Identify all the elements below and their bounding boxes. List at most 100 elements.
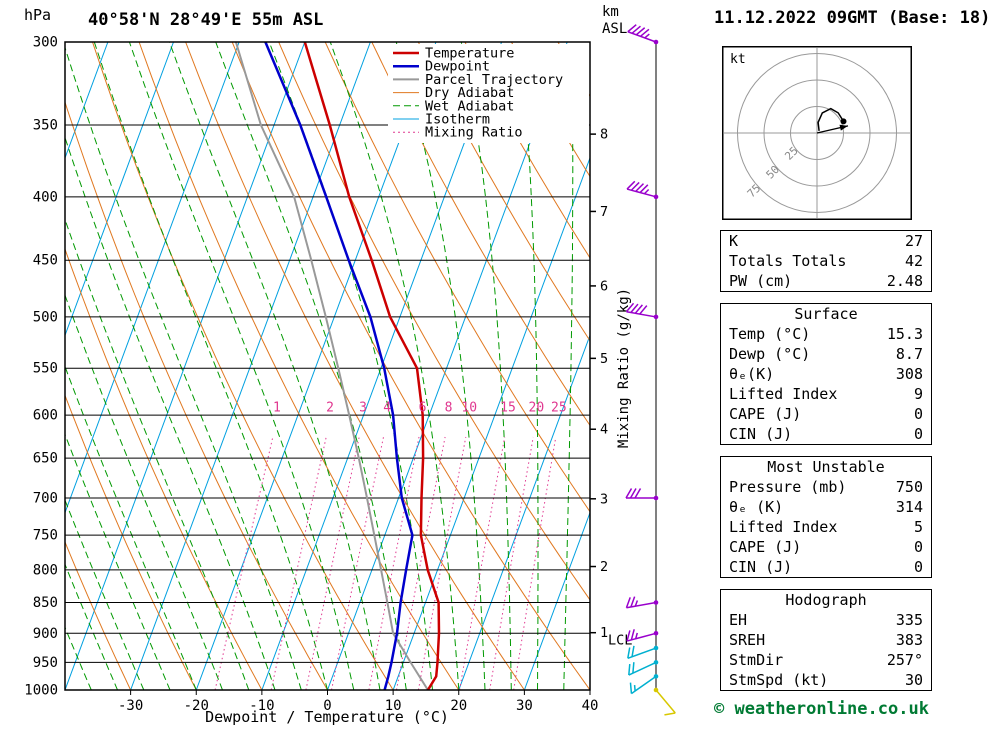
svg-text:Dry Adiabat: Dry Adiabat — [425, 85, 514, 101]
svg-text:-10: -10 — [249, 698, 274, 714]
indices-section: Surface Temp (°C) 15.3 Dewp (°C) 8.7 θₑ(K) 308… — [720, 303, 932, 445]
svg-text:900: 900 — [33, 626, 58, 642]
svg-text:3: 3 — [600, 491, 608, 507]
indices-section: Hodograph EH 335 SREH 383 StmDir 257° StmSpd (k… — [720, 589, 932, 691]
row-label: CAPE (J) — [729, 405, 802, 423]
svg-text:300: 300 — [33, 35, 58, 51]
table-row: CIN (J) 0 — [721, 424, 931, 444]
row-label: Lifted Index — [729, 385, 838, 403]
row-value: 314 — [895, 498, 923, 516]
row-value: 15.3 — [886, 325, 923, 343]
svg-text:2: 2 — [326, 401, 334, 416]
row-value: 42 — [904, 252, 923, 270]
row-value: 0 — [913, 405, 923, 423]
row-label: StmSpd (kt) — [729, 671, 829, 689]
section-title: Surface — [794, 305, 858, 323]
indices-tables: K 27 Totals Totals 42 PW (cm) 2.48 Surface Temp… — [720, 230, 932, 702]
section-title: Hodograph — [785, 591, 867, 609]
svg-text:LCL: LCL — [608, 632, 632, 648]
svg-text:8: 8 — [600, 127, 608, 143]
row-label: Temp (°C) — [729, 325, 811, 343]
row-label: CIN (J) — [729, 425, 793, 443]
svg-text:350: 350 — [33, 117, 58, 133]
svg-text:950: 950 — [33, 655, 58, 671]
svg-text:kt: kt — [730, 52, 746, 67]
svg-text:25: 25 — [551, 401, 567, 416]
row-label: Dewp (°C) — [729, 345, 811, 363]
svg-text:400: 400 — [33, 189, 58, 205]
row-label: StmDir — [729, 651, 784, 669]
svg-text:850: 850 — [33, 595, 58, 611]
table-row: Lifted Index 9 — [721, 384, 931, 404]
row-label: EH — [729, 611, 748, 629]
row-value: 335 — [895, 611, 923, 629]
table-row: θₑ(K) 308 — [721, 364, 931, 384]
svg-text:40°58'N 28°49'E 55m ASL: 40°58'N 28°49'E 55m ASL — [88, 10, 323, 30]
row-value: 257° — [886, 651, 923, 669]
table-row: SREH 383 — [721, 630, 931, 650]
svg-text:0: 0 — [323, 698, 331, 714]
row-label: PW (cm) — [729, 272, 793, 290]
svg-text:700: 700 — [33, 491, 58, 507]
row-value: 9 — [913, 385, 923, 403]
svg-text:450: 450 — [33, 253, 58, 269]
row-value: 2.48 — [886, 272, 923, 290]
row-label: θₑ(K) — [729, 365, 775, 383]
svg-text:Mixing Ratio: Mixing Ratio — [425, 125, 523, 141]
datetime-title: 11.12.2022 09GMT (Base: 18) — [714, 8, 991, 28]
svg-text:1000: 1000 — [24, 683, 58, 699]
table-row: Totals Totals 42 — [721, 251, 931, 271]
table-row: θₑ (K) 314 — [721, 497, 931, 517]
table-row: Temp (°C) 15.3 — [721, 324, 931, 344]
row-value: 0 — [913, 538, 923, 556]
svg-text:6: 6 — [600, 278, 608, 294]
indices-section: Most Unstable Pressure (mb) 750 θₑ (K) 314 Li… — [720, 456, 932, 578]
row-value: 750 — [895, 478, 923, 496]
svg-text:km: km — [602, 4, 619, 20]
svg-text:550: 550 — [33, 361, 58, 377]
table-row: Dewp (°C) 8.7 — [721, 344, 931, 364]
svg-text:Isotherm: Isotherm — [425, 112, 490, 128]
svg-text:650: 650 — [33, 451, 58, 467]
row-label: CAPE (J) — [729, 538, 802, 556]
svg-text:ASL: ASL — [602, 21, 627, 37]
svg-text:800: 800 — [33, 562, 58, 578]
table-row: K 27 — [721, 231, 931, 251]
svg-text:Dewpoint: Dewpoint — [425, 59, 490, 75]
credit-text: © weatheronline.co.uk — [714, 699, 929, 719]
row-value: 27 — [904, 232, 923, 250]
svg-text:500: 500 — [33, 309, 58, 325]
row-label: CIN (J) — [729, 558, 793, 576]
svg-text:Mixing Ratio (g/kg): Mixing Ratio (g/kg) — [616, 288, 632, 448]
table-row: CIN (J) 0 — [721, 557, 931, 577]
svg-text:4: 4 — [600, 422, 608, 438]
table-row: StmSpd (kt) 30 — [721, 670, 931, 690]
svg-text:Dewpoint / Temperature (°C): Dewpoint / Temperature (°C) — [205, 708, 449, 726]
svg-text:4: 4 — [383, 401, 391, 416]
row-label: Pressure (mb) — [729, 478, 847, 496]
row-label: θₑ (K) — [729, 498, 784, 516]
svg-text:5: 5 — [600, 351, 608, 367]
row-value: 8.7 — [895, 345, 923, 363]
indices-section: K 27 Totals Totals 42 PW (cm) 2.48 — [720, 230, 932, 292]
svg-text:7: 7 — [600, 204, 608, 220]
svg-text:10: 10 — [385, 698, 402, 714]
row-value: 30 — [904, 671, 923, 689]
skewt-chart: 1 2 3 4 6 8 10 15 20 25TemperatureDewpointParcel … — [24, 4, 676, 726]
svg-text:8: 8 — [445, 401, 453, 416]
row-label: Lifted Index — [729, 518, 838, 536]
row-value: 383 — [895, 631, 923, 649]
svg-text:1: 1 — [273, 401, 281, 416]
svg-text:10: 10 — [461, 401, 477, 416]
row-value: 0 — [913, 558, 923, 576]
row-label: SREH — [729, 631, 766, 649]
svg-text:-30: -30 — [118, 698, 143, 714]
table-row: PW (cm) 2.48 — [721, 271, 931, 291]
table-row: EH 335 — [721, 610, 931, 630]
table-row: Lifted Index 5 — [721, 517, 931, 537]
svg-text:6: 6 — [419, 401, 427, 416]
svg-text:hPa: hPa — [24, 6, 51, 24]
svg-text:20: 20 — [450, 698, 467, 714]
